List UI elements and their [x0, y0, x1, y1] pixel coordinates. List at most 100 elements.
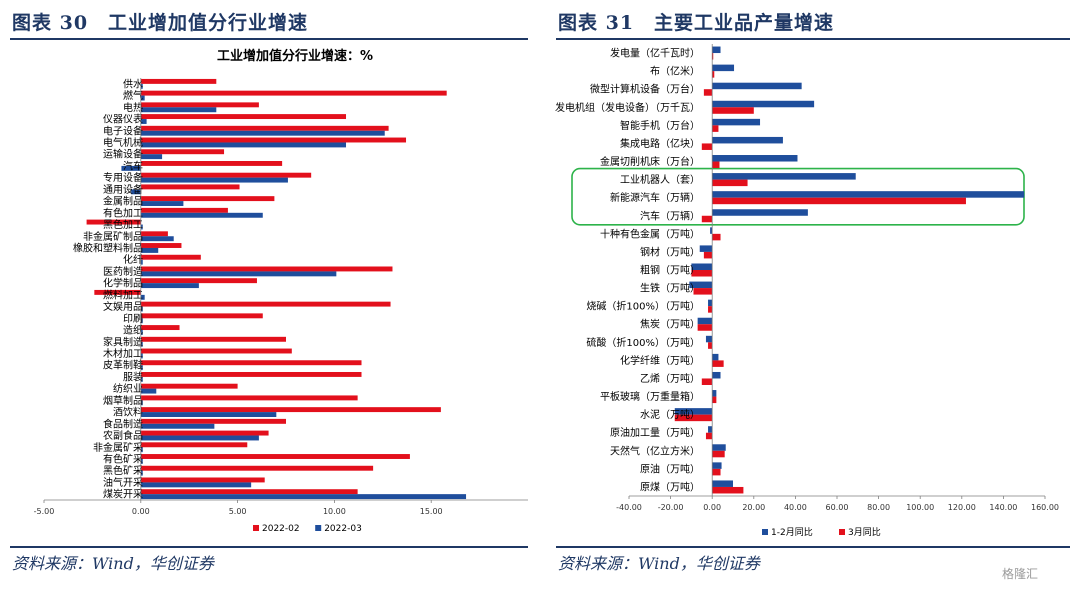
left-bar: [140, 224, 143, 230]
left-bar: [140, 388, 157, 394]
right-bar: [693, 288, 713, 295]
left-bar: [140, 313, 263, 319]
right-tick-label: 0.00: [703, 503, 721, 512]
left-category-label: 食品制造: [103, 417, 143, 430]
left-bar: [140, 247, 159, 253]
right-category-label: 发电量（亿千瓦时）: [610, 47, 700, 60]
left-category-label: 化学制品: [103, 277, 143, 290]
left-bar: [140, 196, 275, 202]
right-bar: [712, 118, 761, 126]
left-bar: [140, 383, 238, 389]
right-bar: [712, 209, 808, 216]
industry-value-added-chart: 工业增加值分行业增速：% 供水燃气电热仪器仪表电子设备电气机械运输设备汽车专用设备…: [34, 48, 528, 534]
left-bar: [140, 154, 163, 160]
left-category-label: 有色矿采: [103, 452, 143, 465]
left-bar: [140, 330, 143, 335]
right-legend-swatch: [762, 529, 768, 535]
left-chart-title: 工业增加值分行业增速：%: [217, 48, 373, 64]
left-category-label: 印刷: [123, 313, 143, 325]
left-category-label: 电子设备: [103, 124, 143, 137]
right-bar: [712, 107, 754, 114]
right-category-label: 原油加工量（万吨）: [610, 426, 700, 439]
left-bar: [140, 283, 199, 289]
left-bar: [140, 114, 347, 120]
right-category-label: 集成电路（亿块）: [620, 137, 700, 150]
figure-31-title-rule: [556, 38, 1070, 40]
figure-30-title: 图表 30 工业增加值分行业增速: [12, 12, 309, 34]
right-bar: [674, 408, 713, 415]
left-tick-label: 10.00: [323, 507, 346, 516]
right-category-label: 金属切削机床（万台）: [600, 155, 700, 168]
right-bar: [708, 426, 713, 433]
left-category-label: 通用设备: [103, 183, 143, 196]
left-bar: [140, 407, 441, 413]
right-category-label: 水泥（万吨）: [640, 408, 700, 421]
right-category-label: 布（亿米）: [650, 65, 700, 78]
right-category-label: 原煤（万吨）: [640, 480, 700, 493]
right-tick-label: 160.00: [1031, 503, 1059, 512]
right-bar: [712, 486, 744, 494]
industrial-output-chart: 发电量（亿千瓦时） 布（亿米） 微型计算机设备（万台） 发电机组（发电设备）（万千瓦）…: [555, 44, 1059, 538]
right-tick-label: 20.00: [742, 503, 765, 512]
right-bar: [674, 414, 713, 422]
left-bar: [140, 376, 143, 382]
left-bar: [140, 271, 337, 277]
right-bar: [708, 299, 713, 307]
right-bar: [712, 197, 966, 205]
left-category-label: 电热: [123, 101, 143, 114]
right-bar: [712, 71, 715, 78]
right-category-label: 焦炭（万吨）: [640, 318, 700, 331]
left-bar: [140, 348, 292, 354]
left-bar: [140, 341, 143, 347]
right-bar: [712, 353, 719, 361]
right-legend-label: 3月同比: [848, 526, 881, 538]
right-bar: [712, 155, 798, 162]
left-category-label: 造纸: [123, 324, 143, 337]
right-bar: [712, 64, 735, 72]
right-legend-swatch: [839, 529, 845, 535]
left-bar: [140, 360, 362, 366]
left-bar: [140, 231, 168, 237]
left-bar: [140, 142, 347, 148]
right-category-label: 化学纤维（万吨）: [620, 354, 700, 367]
left-category-label: 化纤: [123, 253, 143, 266]
left-category-label: 服装: [123, 370, 143, 383]
left-bar: [140, 325, 180, 331]
left-bar: [140, 353, 143, 359]
right-bar: [712, 100, 815, 108]
right-bar: [697, 317, 713, 325]
left-category-label: 金属制品: [103, 195, 143, 208]
right-bar: [691, 263, 713, 270]
right-bar: [703, 251, 713, 259]
left-bar: [140, 336, 286, 342]
left-category-label: 非金属矿采: [93, 441, 143, 454]
right-bar: [712, 396, 717, 404]
left-bar: [140, 119, 147, 124]
left-category-label: 农副食品: [103, 429, 143, 442]
left-bar: [140, 301, 391, 307]
left-tick-label: 5.00: [229, 507, 247, 516]
right-tick-label: 120.00: [948, 503, 976, 512]
left-category-label: 电气机械: [103, 136, 143, 149]
left-bar: [140, 294, 145, 300]
left-bar: [140, 470, 143, 476]
left-bar: [140, 477, 265, 483]
figure-31-source-rule: [556, 546, 1070, 548]
left-bar: [140, 458, 143, 464]
left-category-label: 皮革制鞋: [103, 359, 143, 372]
left-legend-swatch: [315, 525, 322, 531]
right-bar: [712, 161, 720, 169]
right-bar: [705, 432, 713, 440]
right-tick-label: 60.00: [826, 503, 849, 512]
left-bar: [140, 412, 277, 418]
right-bar: [708, 306, 713, 313]
right-category-label: 汽车（万辆）: [640, 209, 700, 222]
right-bar: [701, 378, 713, 385]
right-tick-label: 40.00: [784, 503, 807, 512]
figure-30: 图表 30 工业增加值分行业增速 工业增加值分行业增速：% 供水 燃气 电热 仪器仪表电…: [10, 12, 528, 573]
left-bar: [140, 160, 283, 166]
left-bar: [121, 165, 141, 171]
right-bar: [699, 245, 713, 252]
right-bar: [712, 173, 856, 180]
left-legend-label: 2022-03: [324, 524, 362, 534]
